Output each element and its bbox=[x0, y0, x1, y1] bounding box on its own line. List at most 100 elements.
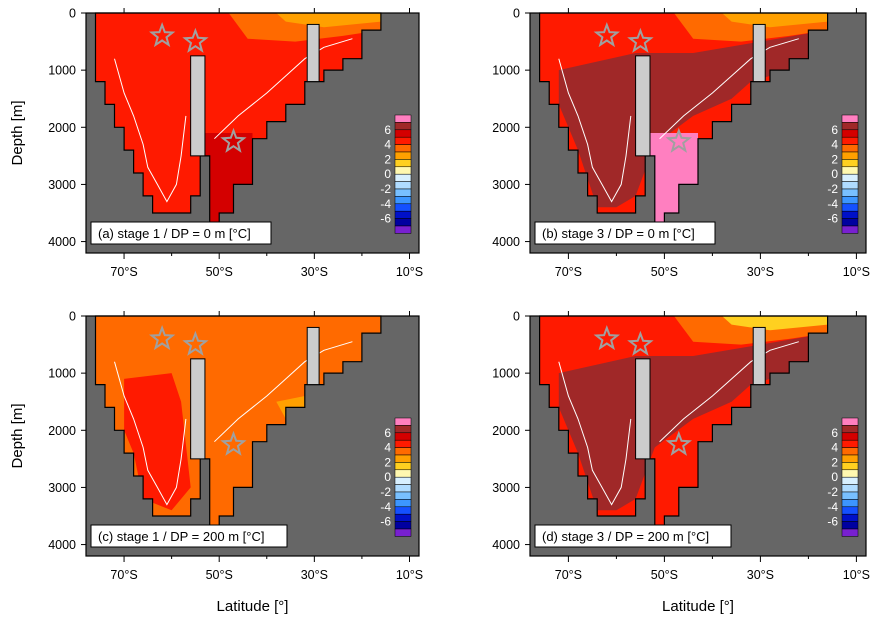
colorbar-swatch bbox=[841, 447, 859, 456]
colorbar-label: 2 bbox=[384, 152, 391, 166]
y-tick-label: 3000 bbox=[492, 481, 520, 495]
colorbar-swatch bbox=[394, 196, 412, 205]
colorbar-swatch bbox=[841, 432, 859, 441]
colorbar-swatch bbox=[841, 425, 859, 434]
y-tick-label: 3000 bbox=[492, 178, 520, 192]
y-tick-label: 1000 bbox=[492, 64, 520, 78]
barrier-drake bbox=[635, 358, 651, 460]
colorbar-label: -4 bbox=[827, 197, 838, 211]
y-tick-label: 0 bbox=[513, 7, 520, 21]
colorbar-swatch bbox=[394, 447, 412, 456]
colorbar-swatch bbox=[841, 506, 859, 515]
colorbar-swatch bbox=[394, 151, 412, 160]
y-tick-label: 2000 bbox=[48, 424, 76, 438]
x-tick-label: 50°S bbox=[651, 265, 678, 279]
contour-line bbox=[558, 361, 632, 506]
colorbar-label: 4 bbox=[831, 441, 838, 455]
y-tick-label: 4000 bbox=[48, 538, 76, 552]
colorbar-label: 2 bbox=[831, 455, 838, 469]
colorbar-swatch bbox=[841, 513, 859, 522]
plot-frame bbox=[529, 315, 867, 557]
temperature-field-top-ne bbox=[722, 13, 828, 28]
colorbar-swatch bbox=[841, 188, 859, 197]
x-tick-label: 70°S bbox=[555, 265, 582, 279]
y-tick-label: 1000 bbox=[492, 367, 520, 381]
colorbar-label: -6 bbox=[380, 212, 391, 226]
x-tick-label: 30°S bbox=[301, 265, 328, 279]
colorbar-swatch bbox=[841, 166, 859, 175]
colorbar-swatch bbox=[394, 166, 412, 175]
colorbar-swatch bbox=[394, 210, 412, 219]
colorbar-swatch bbox=[841, 528, 859, 537]
contour-line bbox=[659, 38, 799, 140]
colorbar-swatch bbox=[841, 173, 859, 182]
x-axis-label: Latitude [°] bbox=[662, 598, 734, 615]
colorbar-label: 0 bbox=[384, 470, 391, 484]
colorbar-swatch bbox=[841, 218, 859, 227]
x-tick-label: 30°S bbox=[747, 568, 774, 582]
contour-line bbox=[214, 38, 353, 140]
panel-d: 70°S 50°S 30°S 10°S 0 1000 2000 3000 4000 (d) sta… bbox=[492, 310, 870, 616]
colorbar-label: 4 bbox=[384, 441, 391, 455]
y-tick-label: 4000 bbox=[492, 235, 520, 249]
colorbar-label: -6 bbox=[380, 515, 391, 529]
panel-label-text: (a) stage 1 / DP = 0 m [°C] bbox=[98, 226, 251, 241]
y-tick-label: 1000 bbox=[48, 367, 76, 381]
colorbar-swatch bbox=[841, 476, 859, 485]
x-tick-label: 10°S bbox=[843, 265, 870, 279]
colorbar-swatch bbox=[394, 484, 412, 493]
y-tick-label: 4000 bbox=[48, 235, 76, 249]
colorbar-label: 6 bbox=[831, 426, 838, 440]
y-tick-label: 0 bbox=[513, 310, 520, 324]
colorbar-swatch bbox=[394, 159, 412, 168]
colorbar-label: -2 bbox=[380, 182, 391, 196]
panel-label-text: (c) stage 1 / DP = 200 m [°C] bbox=[98, 529, 264, 544]
colorbar-swatch bbox=[394, 439, 412, 448]
barrier-africa bbox=[752, 23, 766, 83]
y-tick-label: 1000 bbox=[48, 64, 76, 78]
colorbar-swatch bbox=[394, 506, 412, 515]
colorbar-swatch bbox=[394, 454, 412, 463]
colorbar-swatch bbox=[841, 417, 859, 426]
x-tick-label: 50°S bbox=[206, 265, 233, 279]
colorbar-label: 0 bbox=[831, 470, 838, 484]
colorbar-swatch bbox=[394, 144, 412, 153]
colorbar-label: 2 bbox=[384, 455, 391, 469]
colorbar-swatch bbox=[394, 432, 412, 441]
panel-label: (b) stage 3 / DP = 0 m [°C] bbox=[534, 221, 716, 245]
barrier-africa bbox=[306, 326, 320, 386]
plot-frame bbox=[85, 315, 420, 557]
colorbar-label: 0 bbox=[384, 167, 391, 181]
marker-star bbox=[665, 430, 693, 456]
colorbar-swatch bbox=[841, 196, 859, 205]
panel-label: (d) stage 3 / DP = 200 m [°C] bbox=[534, 524, 732, 548]
colorbar-label: -2 bbox=[827, 182, 838, 196]
colorbar-swatch bbox=[394, 476, 412, 485]
colorbar-label: 0 bbox=[831, 167, 838, 181]
marker-star bbox=[149, 22, 176, 48]
colorbar-swatch bbox=[841, 114, 859, 123]
colorbar-label: 6 bbox=[831, 123, 838, 137]
marker-star bbox=[182, 27, 209, 53]
colorbar-swatch bbox=[394, 188, 412, 197]
marker-star bbox=[593, 22, 621, 48]
colorbar-label: -4 bbox=[827, 500, 838, 514]
contour-line bbox=[659, 341, 799, 443]
colorbar-swatch bbox=[394, 521, 412, 530]
contour-line bbox=[558, 58, 632, 203]
colorbar-swatch bbox=[394, 499, 412, 508]
x-tick-label: 10°S bbox=[843, 568, 870, 582]
colorbar-label: -2 bbox=[827, 485, 838, 499]
panel-label-text: (b) stage 3 / DP = 0 m [°C] bbox=[542, 226, 695, 241]
colorbar-label: 4 bbox=[831, 138, 838, 152]
colorbar-swatch bbox=[394, 136, 412, 145]
colorbar-swatch bbox=[394, 462, 412, 471]
colorbar-swatch bbox=[394, 173, 412, 182]
temperature-field-top-ne bbox=[276, 13, 381, 28]
colorbar-swatch bbox=[841, 159, 859, 168]
barrier-africa bbox=[752, 326, 766, 386]
